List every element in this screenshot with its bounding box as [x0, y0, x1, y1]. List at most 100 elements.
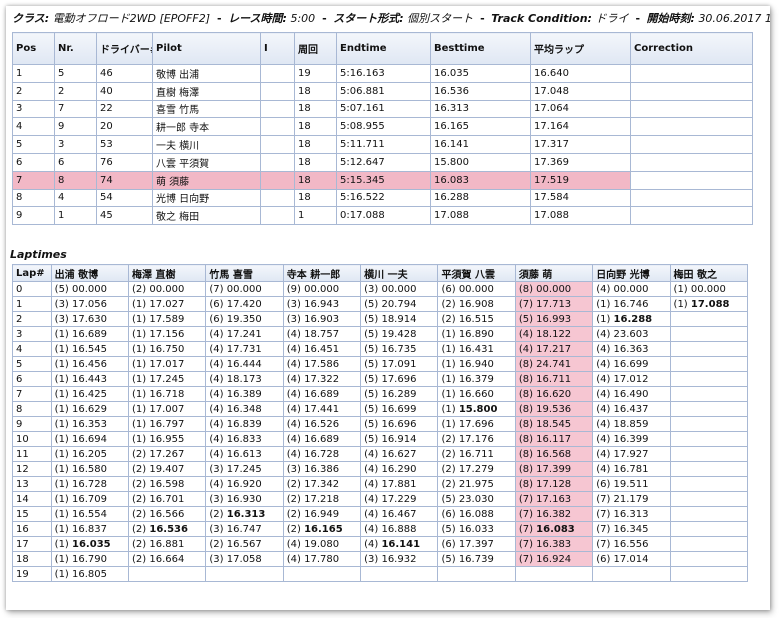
laptime-cell: (5) 16.696	[360, 416, 439, 432]
laptime-cell: (1) 16.353	[50, 416, 130, 432]
results-cell: 16.141	[430, 135, 531, 154]
laptime-cell: (7) 16.924	[514, 551, 594, 567]
laptime-cell: (8) 16.711	[514, 371, 594, 387]
results-col-3: Pilot	[152, 32, 261, 65]
laptimes-row: 10 (1) 16.694 (1) 16.955 (4) 16.833 (4) 16.6…	[12, 431, 749, 447]
laptime-cell: (5) 16.739	[437, 551, 516, 567]
laptime-cell: (1) 16.940	[437, 356, 516, 372]
laptime-cell: (4) 17.731	[205, 341, 284, 357]
laptime-cell: (5) 20.794	[360, 296, 439, 312]
laptime-cell: (5) 19.428	[360, 326, 439, 342]
laptime-cell: (1) 16.750	[128, 341, 207, 357]
laptime-cell: (1) 16.431	[437, 341, 516, 357]
results-row: 7 8 74 萌 須藤 18 5:15.345 16.083 17.519	[12, 170, 753, 190]
results-cell: 16.165	[430, 117, 531, 137]
results-cell	[260, 135, 295, 154]
results-cell: 18	[294, 188, 337, 208]
results-row: 4 9 20 耕一郎 寺本 18 5:08.955 16.165 17.164	[12, 117, 753, 137]
laptimes-row: 7 (1) 16.425 (1) 16.718 (4) 16.389 (4) 16.68…	[12, 386, 749, 402]
laptime-cell: (6) 00.000	[437, 281, 516, 297]
laptime-cell: (4) 16.437	[592, 401, 671, 417]
results-cell: 6	[54, 152, 97, 172]
results-cell: 17.064	[530, 99, 631, 119]
start-format-label: スタート形式:	[333, 12, 404, 25]
laptime-cell: (4) 18.173	[205, 371, 284, 387]
results-cell: 9	[12, 206, 55, 226]
laptime-cell: (3) 16.747	[205, 521, 284, 537]
laptime-cell: (9) 00.000	[282, 281, 362, 297]
results-cell: 8	[12, 188, 55, 208]
results-col-9: Correction	[630, 32, 753, 65]
laptime-cell: (8) 16.568	[514, 446, 594, 462]
results-cell	[630, 117, 753, 137]
laptimes-row: 12 (1) 16.580 (2) 19.407 (3) 17.245 (3) 16.3…	[12, 461, 749, 477]
race-info-header: クラス: 電動オフロード2WD [EPOFF2] - レース時間: 5:00- ス…	[12, 10, 770, 28]
laptimes-col-0: Lap#	[12, 264, 52, 282]
laptime-cell: (1) 16.837	[50, 521, 130, 537]
laptime-cell: (5) 17.091	[360, 356, 439, 372]
results-cell: 8	[54, 170, 97, 190]
results-cell	[260, 99, 295, 119]
laptime-cell: (4) 16.689	[282, 386, 362, 402]
laptime-cell: (1) 16.790	[50, 551, 130, 567]
laptime-cell: (1) 16.545	[50, 341, 130, 357]
results-cell: 5:16.522	[336, 188, 431, 208]
laptime-cell	[669, 371, 749, 387]
results-cell: 22	[96, 99, 153, 119]
laptimes-title: Laptimes	[10, 248, 67, 261]
laptimes-row: 9 (1) 16.353 (1) 16.797 (4) 16.839 (4) 16.52…	[12, 416, 749, 432]
laptime-cell: (1) 16.554	[50, 506, 130, 522]
laptime-cell: (1) 17.088	[669, 296, 749, 312]
laptimes-col-9: 梅田 敬之	[669, 264, 749, 282]
race-time-label: レース時間:	[228, 12, 287, 25]
laptime-cell: (1) 16.728	[50, 476, 130, 492]
laptime-cell: (7) 17.713	[514, 296, 594, 312]
results-cell	[260, 170, 295, 190]
laptime-cell: (2) 16.566	[128, 506, 207, 522]
laptime-cell: (4) 16.613	[205, 446, 284, 462]
laptime-cell: (2) 16.598	[128, 476, 207, 492]
laptime-cell: (2) 16.908	[437, 296, 516, 312]
track-condition-label: Track Condition:	[491, 12, 592, 25]
laptime-cell: (8) 16.620	[514, 386, 594, 402]
laptimes-row: 19 (1) 16.805	[12, 566, 749, 582]
results-col-8: 平均ラップ	[530, 32, 631, 65]
laptime-cell: 6	[12, 371, 52, 387]
results-cell: 16.288	[430, 188, 531, 208]
results-cell	[630, 81, 753, 101]
laptime-cell: (1) 16.718	[128, 386, 207, 402]
laptime-cell: (8) 00.000	[514, 281, 594, 297]
laptime-cell: (1) 17.589	[128, 311, 207, 327]
laptime-cell: (1) 16.288	[592, 311, 671, 327]
results-cell: 0:17.088	[336, 206, 431, 226]
results-cell	[630, 188, 753, 208]
laptime-cell: (5) 16.735	[360, 341, 439, 357]
results-row: 8 4 54 光博 日向野 18 5:16.522 16.288 17.584	[12, 188, 753, 208]
laptime-cell: (4) 16.389	[205, 386, 284, 402]
laptime-cell: (2) 16.949	[282, 506, 362, 522]
results-cell: 16.640	[530, 64, 631, 83]
laptime-cell: (5) 16.914	[360, 431, 439, 447]
race-time-value: 5:00	[290, 12, 316, 25]
laptimes-row: 14 (1) 16.709 (2) 16.701 (3) 16.930 (2) 17.2…	[12, 491, 749, 507]
laptime-cell: (1) 16.955	[128, 431, 207, 447]
laptimes-row: 13 (1) 16.728 (2) 16.598 (4) 16.920 (2) 17.3…	[12, 476, 749, 492]
results-cell: 15.800	[430, 152, 531, 172]
results-cell: 5:08.955	[336, 117, 431, 137]
laptime-cell: (4) 16.348	[205, 401, 284, 417]
laptime-cell: (3) 16.903	[282, 311, 362, 327]
laptime-cell: 15	[12, 506, 52, 522]
laptime-cell	[669, 461, 749, 477]
laptime-cell: (3) 16.943	[282, 296, 362, 312]
results-cell: 5:11.711	[336, 135, 431, 154]
laptimes-col-5: 横川 一夫	[360, 264, 439, 282]
laptime-cell: 17	[12, 536, 52, 552]
results-cell: 16.313	[430, 99, 531, 119]
results-cell: 喜雪 竹馬	[152, 99, 261, 119]
laptime-cell	[669, 416, 749, 432]
laptimes-col-7: 須藤 萌	[514, 264, 594, 282]
laptime-cell	[205, 566, 284, 582]
laptime-cell: (8) 19.536	[514, 401, 594, 417]
results-cell: 17.088	[430, 206, 531, 226]
results-cell: 17.369	[530, 152, 631, 172]
